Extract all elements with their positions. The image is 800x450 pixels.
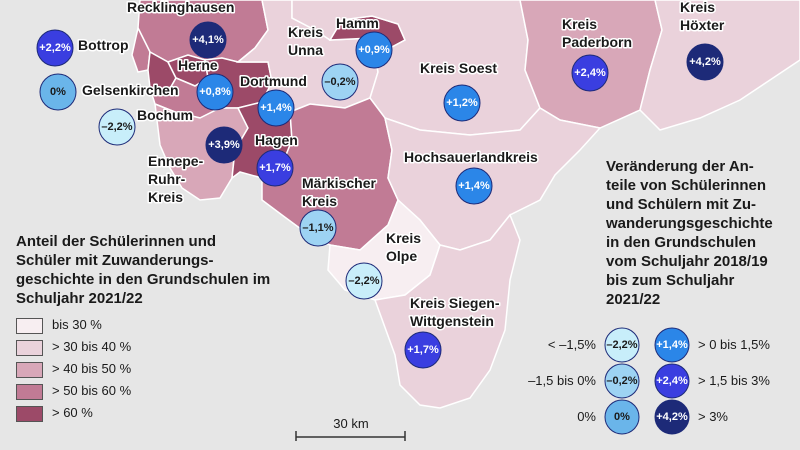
change-value-hamm: +0,9% (358, 44, 390, 56)
change-bubble-bochum: –2,2% (98, 108, 136, 146)
legend-share-swatch (16, 384, 43, 400)
region-label-hochsauerlandkreis: Hochsauerlandkreis (404, 149, 538, 165)
change-bubble-maerkischer-kreis: –1,1% (299, 209, 337, 247)
change-value-kreis-paderborn: +2,4% (574, 67, 606, 79)
change-bubble-ennepe-ruhr-kreis: +3,9% (205, 126, 243, 164)
change-bubble-kreis-olpe: –2,2% (345, 262, 383, 300)
legend-change-right-label: > 3% (698, 409, 728, 424)
legend-change-right-label: > 0 bis 1,5% (698, 337, 770, 352)
change-bubble-kreis-unna: –0,2% (321, 63, 359, 101)
legend-share-title: Anteil der Schülerinnen und Schüler mit … (16, 233, 271, 307)
change-value-bochum: –2,2% (101, 121, 132, 133)
region-label-hagen: Hagen (255, 132, 298, 148)
region-label-ennepe-ruhr-kreis: Ennepe-Ruhr-Kreis (148, 153, 204, 205)
region-label-kreis-siegen-wittgenstein: Kreis Siegen-Wittgenstein (410, 295, 500, 329)
region-label-herne: Herne (178, 57, 218, 73)
legend-change-left-label: < –1,5% (547, 337, 596, 352)
change-bubble-herne: +0,8% (196, 73, 234, 111)
legend-share-swatch (16, 406, 43, 422)
change-value-hagen: +1,7% (259, 162, 291, 174)
change-bubble-hagen: +1,7% (256, 149, 294, 187)
legend-change-left-label: 0% (577, 409, 596, 424)
change-value-bottrop: +2,2% (39, 42, 71, 54)
region-label-bottrop: Bottrop (78, 37, 129, 53)
region-label-gelsenkirchen: Gelsenkirchen (82, 82, 179, 98)
change-bubble-kreis-paderborn: +2,4% (571, 54, 609, 92)
region-label-bochum: Bochum (137, 107, 193, 123)
region-label-kreis-soest: Kreis Soest (420, 60, 497, 76)
region-label-kreis-hoexter: Kreis Höxter (680, 0, 725, 33)
change-value-kreis-olpe: –2,2% (348, 275, 379, 287)
change-value-hochsauerlandkreis: +1,4% (458, 180, 490, 192)
legend-change-title: Veränderung der An- teile von Schülerinn… (606, 158, 773, 308)
region-label-maerkischer-kreis: Märkischer Kreis (302, 175, 376, 209)
region-bottrop[interactable] (131, 25, 151, 73)
scale-bar-label: 30 km (333, 416, 368, 431)
change-value-dortmund: +1,4% (260, 102, 292, 114)
change-bubble-dortmund: +1,4% (257, 89, 295, 127)
change-bubble-recklinghausen: +4,1% (189, 21, 227, 59)
change-value-recklinghausen: +4,1% (192, 34, 224, 46)
change-value-kreis-unna: –0,2% (324, 76, 355, 88)
legend-change-left-label: –1,5 bis 0% (528, 373, 596, 388)
legend-share-label: > 40 bis 50 % (52, 361, 132, 376)
legend-change-right-label: > 1,5 bis 3% (698, 373, 770, 388)
change-bubble-hamm: +0,9% (355, 31, 393, 69)
change-value-herne: +0,8% (199, 86, 231, 98)
change-bubble-kreis-hoexter: +4,2% (686, 43, 724, 81)
change-value-kreis-hoexter: +4,2% (689, 56, 721, 68)
change-value-ennepe-ruhr-kreis: +3,9% (208, 139, 240, 151)
change-value-gelsenkirchen: 0% (50, 86, 66, 98)
change-value-maerkischer-kreis: –1,1% (302, 222, 333, 234)
change-bubble-kreis-soest: +1,2% (443, 84, 481, 122)
legend-share-swatch (16, 318, 43, 334)
legend-share-label: > 50 bis 60 % (52, 383, 132, 398)
region-label-recklinghausen: Recklinghausen (127, 0, 234, 15)
legend-share-swatch (16, 340, 43, 356)
change-value-kreis-soest: +1,2% (446, 97, 478, 109)
change-bubble-bottrop: +2,2% (36, 29, 74, 67)
change-bubble-kreis-siegen-wittgenstein: +1,7% (404, 331, 442, 369)
region-label-hamm: Hamm (336, 15, 379, 31)
scale-bar: 30 km (295, 416, 406, 441)
legend-share-label: > 30 bis 40 % (52, 339, 132, 354)
region-label-dortmund: Dortmund (240, 73, 307, 89)
region-label-kreis-olpe: Kreis Olpe (386, 230, 421, 264)
legend-share-label: bis 30 % (52, 317, 102, 332)
legend-share-swatch (16, 362, 43, 378)
region-label-kreis-unna: Kreis Unna (288, 24, 323, 58)
change-bubble-gelsenkirchen: 0% (39, 73, 77, 111)
change-bubble-hochsauerlandkreis: +1,4% (455, 167, 493, 205)
change-value-kreis-siegen-wittgenstein: +1,7% (407, 344, 439, 356)
legend-share-label: > 60 % (52, 405, 93, 420)
region-label-kreis-paderborn: Kreis Paderborn (562, 16, 632, 50)
